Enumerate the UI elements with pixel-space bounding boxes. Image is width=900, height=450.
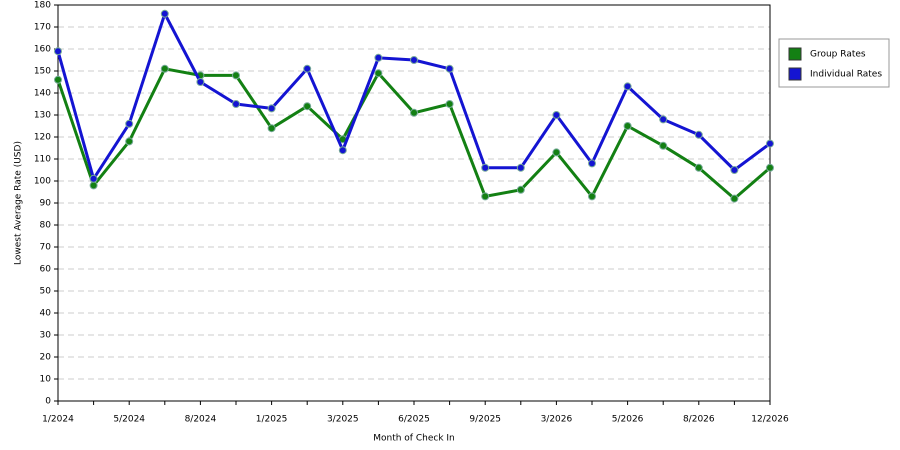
legend-label: Group Rates (810, 50, 866, 60)
data-point (267, 124, 276, 133)
x-tick-label: 1/2025 (256, 415, 288, 425)
y-tick-label: 10 (40, 375, 52, 385)
x-tick-label: 9/2025 (469, 415, 501, 425)
data-point (481, 163, 490, 172)
data-point (659, 115, 668, 124)
y-tick-label: 150 (34, 67, 51, 77)
x-tick-label: 8/2026 (683, 415, 715, 425)
data-point (623, 82, 632, 91)
data-point (89, 181, 98, 190)
y-tick-label: 20 (40, 353, 52, 363)
data-point (516, 185, 525, 194)
y-tick-label: 40 (40, 309, 52, 319)
data-point (730, 166, 739, 174)
data-point (410, 108, 418, 117)
y-tick-label: 180 (34, 1, 51, 11)
y-tick-label: 130 (34, 111, 51, 121)
data-point (588, 192, 596, 201)
y-axis-label: Lowest Average Rate (USD) (14, 141, 24, 265)
data-point (623, 122, 632, 130)
y-tick-label: 110 (34, 155, 51, 165)
data-point (766, 163, 774, 172)
x-tick-label: 3/2026 (541, 415, 573, 425)
data-point (125, 137, 134, 146)
y-tick-label: 160 (34, 45, 51, 55)
data-point (445, 100, 454, 108)
data-point (160, 9, 169, 18)
data-point (694, 163, 703, 172)
data-point (516, 163, 525, 172)
y-tick-label: 30 (40, 331, 52, 341)
series-line (56, 67, 771, 201)
x-tick-label: 12/2026 (751, 415, 789, 425)
data-point (267, 104, 276, 113)
y-tick-label: 100 (34, 177, 51, 187)
data-point (410, 56, 418, 64)
y-tick-label: 0 (45, 397, 51, 407)
data-point (196, 78, 205, 86)
x-tick-label: 5/2026 (612, 415, 644, 425)
legend-swatch (788, 67, 802, 81)
data-point (694, 130, 703, 139)
series-line (56, 12, 771, 181)
data-point (730, 194, 739, 203)
data-point (552, 111, 561, 119)
y-tick-label: 60 (40, 265, 52, 275)
y-tick-label: 50 (40, 287, 52, 297)
x-tick-label: 6/2025 (398, 415, 430, 425)
data-point (374, 53, 383, 62)
y-tick-label: 90 (40, 199, 52, 209)
data-point (588, 159, 596, 168)
x-tick-label: 3/2025 (327, 415, 359, 425)
x-tick-label: 1/2024 (42, 415, 74, 425)
y-tick-label: 140 (34, 89, 51, 99)
data-point (338, 146, 347, 155)
data-point (89, 174, 98, 183)
y-tick-label: 170 (34, 23, 51, 33)
x-tick-label: 8/2024 (185, 415, 217, 425)
data-point (232, 100, 240, 108)
x-tick-label: 5/2024 (113, 415, 145, 425)
data-point (481, 192, 490, 201)
data-point (54, 47, 62, 56)
legend-label: Individual Rates (810, 70, 882, 80)
x-axis-label: Month of Check In (373, 434, 455, 444)
data-point (766, 139, 774, 148)
data-point (54, 75, 62, 84)
data-point (303, 64, 312, 73)
data-point (303, 102, 312, 111)
y-tick-label: 120 (34, 133, 51, 143)
data-point (125, 119, 134, 128)
y-tick-label: 70 (40, 243, 52, 253)
data-point (659, 141, 668, 150)
data-point (552, 148, 561, 157)
legend-swatch (788, 47, 802, 61)
data-point (232, 71, 240, 80)
y-tick-label: 80 (40, 221, 52, 231)
data-point (374, 69, 383, 78)
data-point (445, 64, 454, 73)
data-point (160, 64, 169, 73)
